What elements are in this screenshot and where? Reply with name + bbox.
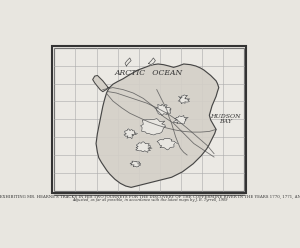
Text: A MAP EXHIBITING MR. HEARNE'S TRACKS IN HIS TWO JOURNEYS FOR THE DISCOVERY OF TH: A MAP EXHIBITING MR. HEARNE'S TRACKS IN … (0, 195, 300, 199)
Polygon shape (149, 58, 155, 65)
Polygon shape (124, 129, 137, 139)
Polygon shape (155, 104, 171, 116)
Text: HUDSON: HUDSON (210, 114, 241, 119)
Polygon shape (136, 142, 152, 153)
Bar (54, 48, 244, 191)
Polygon shape (96, 64, 219, 187)
Polygon shape (178, 95, 190, 104)
Text: Adjusted, as far as possible, in accordance with the latest maps by J. B. Tyrrel: Adjusted, as far as possible, in accorda… (72, 198, 228, 202)
Polygon shape (93, 75, 108, 92)
Bar (52, 46, 246, 193)
Polygon shape (125, 58, 131, 66)
Polygon shape (130, 161, 141, 167)
Text: ARCTIC   OCEAN: ARCTIC OCEAN (115, 69, 183, 77)
Text: BAY: BAY (219, 119, 232, 124)
Polygon shape (141, 119, 165, 135)
Polygon shape (157, 138, 177, 150)
Polygon shape (174, 115, 188, 124)
